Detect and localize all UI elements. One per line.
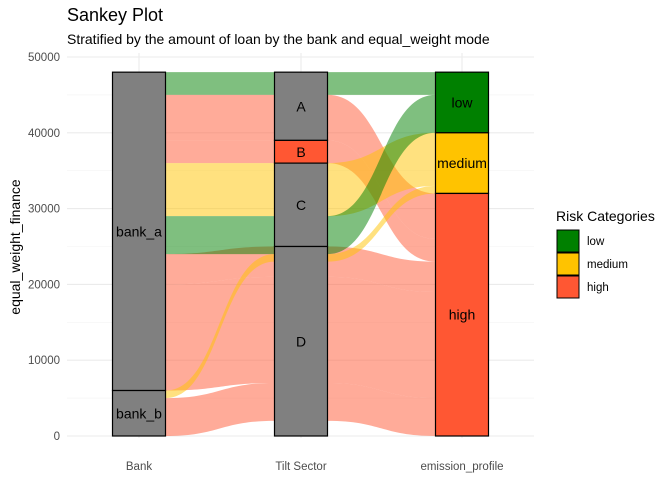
node-label: D xyxy=(296,333,306,349)
legend-key-high xyxy=(556,275,580,299)
flow-ribbon-sector-risk xyxy=(327,72,436,95)
flow-ribbon-sector-risk xyxy=(327,382,436,436)
legend-label: medium xyxy=(587,259,628,271)
flow-ribbon-bank-sector xyxy=(165,382,275,436)
y-axis-title: equal_weight_finance xyxy=(7,179,23,315)
y-tick-label: 10000 xyxy=(28,355,60,367)
node-label: bank_a xyxy=(116,223,162,239)
node-label: high xyxy=(449,307,475,323)
node-label: A xyxy=(296,98,306,114)
legend-label: high xyxy=(587,282,609,294)
flow-ribbon-sector-risk xyxy=(327,276,436,399)
y-tick-label: 30000 xyxy=(28,204,60,216)
sankey-flows xyxy=(165,72,436,436)
node-bank_b xyxy=(111,389,167,437)
x-tick-label: Tilt Sector xyxy=(275,461,327,473)
node-label: bank_b xyxy=(116,405,162,421)
y-axis-ticks: 0 10000 20000 30000 40000 50000 xyxy=(28,52,60,443)
legend: Risk Categories low medium high xyxy=(556,208,655,299)
chart-subtitle: Stratified by the amount of loan by the … xyxy=(67,31,490,47)
node-C xyxy=(273,162,329,248)
flow-ribbon-bank-sector xyxy=(165,254,275,399)
legend-key-low xyxy=(556,229,580,253)
node-D xyxy=(273,245,329,437)
flow-ribbon-bank-sector xyxy=(165,163,275,217)
x-axis-ticks: Bank Tilt Sector emission_profile xyxy=(126,461,504,473)
legend-label: low xyxy=(587,236,605,248)
flow-ribbon-sector-risk xyxy=(327,246,436,292)
flow-ribbon-bank-sector xyxy=(165,216,275,255)
node-label: low xyxy=(451,94,473,110)
y-tick-label: 50000 xyxy=(28,52,60,64)
flow-ribbon-bank-sector xyxy=(165,72,275,95)
flow-ribbon-bank-sector xyxy=(165,276,275,391)
flow-ribbon-bank-sector xyxy=(165,94,275,141)
node-label: B xyxy=(296,144,305,160)
y-tick-label: 0 xyxy=(54,431,60,443)
node-label: C xyxy=(296,197,306,213)
legend-key-medium xyxy=(556,252,580,276)
flow-ribbon-bank-sector xyxy=(165,140,275,164)
node-label: medium xyxy=(437,155,487,171)
flow-ribbon-sector-risk xyxy=(327,94,436,255)
y-tick-label: 40000 xyxy=(28,128,60,140)
x-tick-label: emission_profile xyxy=(420,461,503,473)
node-high xyxy=(434,192,490,437)
chart-title: Sankey Plot xyxy=(67,5,163,25)
node-A xyxy=(273,71,329,141)
y-tick-label: 20000 xyxy=(28,279,60,291)
x-tick-label: Bank xyxy=(126,461,152,473)
flow-ribbon-sector-risk xyxy=(327,185,436,262)
legend-title: Risk Categories xyxy=(556,208,655,224)
node-medium xyxy=(434,132,490,195)
